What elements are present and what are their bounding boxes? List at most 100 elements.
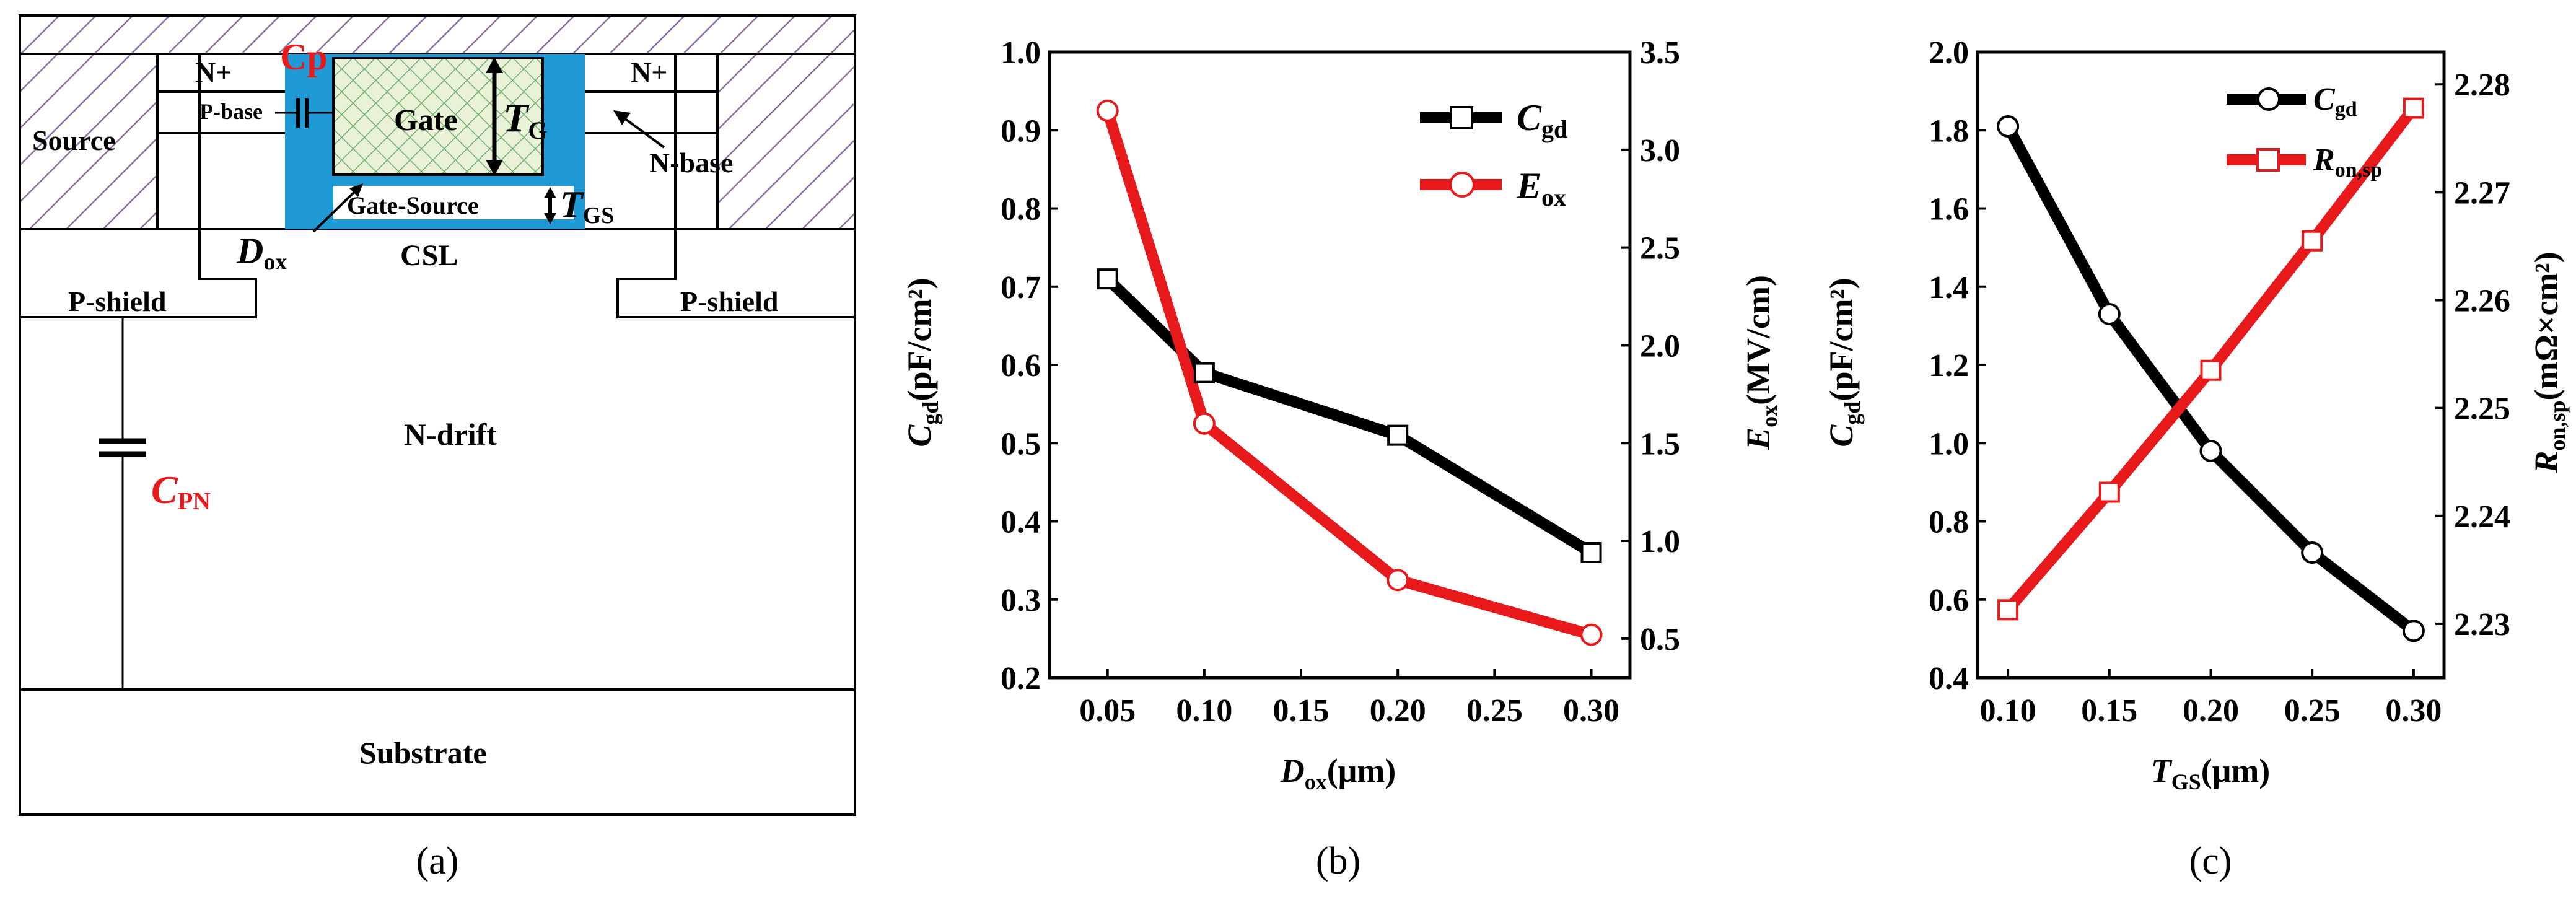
chart-c-point-cgd bbox=[2402, 620, 2425, 642]
chart-b-point-eox bbox=[1193, 412, 1216, 435]
chart-c-ylabel-right: Ron,sp(mΩ×cm²) bbox=[2528, 252, 2570, 473]
chart-b-legend-eox-marker bbox=[1449, 172, 1475, 198]
n-plus-right-label: N+ bbox=[631, 56, 667, 88]
chart-c-ytick-left-label: 1.0 bbox=[1929, 426, 1969, 462]
chart-c-xtick-label: 0.15 bbox=[2081, 693, 2137, 729]
n-plus-left-label: N+ bbox=[195, 56, 232, 88]
chart-c-ytick-right-label: 2.24 bbox=[2454, 499, 2510, 535]
chart-b-series-eox-line bbox=[1102, 109, 1593, 641]
chart-b-frame bbox=[1048, 50, 1632, 680]
chart-c-series-ronsp-line bbox=[2004, 105, 2419, 614]
tg-label: TG bbox=[503, 95, 547, 144]
tgs-label: TGS bbox=[560, 184, 614, 229]
chart-b-xtick-label: 0.30 bbox=[1563, 693, 1619, 729]
n-base-label: N-base bbox=[649, 147, 733, 178]
cp-label: Cp bbox=[280, 37, 328, 77]
gate-label: Gate bbox=[394, 102, 458, 137]
chart-b-ytick-left-label: 0.9 bbox=[1001, 113, 1041, 149]
chart-b-ytick-right-label: 3.0 bbox=[1640, 133, 1680, 169]
chart-c-ytick-right-label: 2.27 bbox=[2454, 175, 2510, 211]
chart-c-xtick-label: 0.30 bbox=[2385, 693, 2442, 729]
chart-b-series-cgd-line bbox=[1103, 274, 1595, 558]
chart-c-ylabel-left: Cgd(pF/cm²) bbox=[1823, 278, 1865, 447]
chart-c-ytick-left-label: 2.0 bbox=[1929, 35, 1969, 71]
chart-b-ytick-right-label: 1.0 bbox=[1640, 524, 1680, 559]
panel-label-a: (a) bbox=[416, 840, 459, 882]
panel-label-b: (b) bbox=[1316, 840, 1360, 882]
chart-c-ytick-left-label: 0.8 bbox=[1929, 505, 1969, 540]
chart-b-xtick-label: 0.15 bbox=[1273, 693, 1330, 729]
chart-b-legend-cgd-label: Cgd bbox=[1517, 97, 1567, 143]
chart-c-point-cgd bbox=[1997, 115, 2020, 138]
csl-label: CSL bbox=[400, 239, 458, 272]
chart-c-ytick-left-label: 1.6 bbox=[1929, 192, 1969, 227]
chart-c-xtick-label: 0.20 bbox=[2183, 693, 2239, 729]
chart-c-ytick-right-label: 2.23 bbox=[2454, 607, 2510, 642]
chart-c-xlabel: TGS(μm) bbox=[2151, 752, 2271, 794]
gate-source-region bbox=[333, 186, 574, 219]
chart-b-ytick-left-label: 0.7 bbox=[1001, 270, 1041, 305]
chart-b-legend-eox-label: Eox bbox=[1516, 165, 1566, 211]
chart-b-ytick-right-label: 1.5 bbox=[1640, 426, 1680, 462]
chart-c-ytick-left-label: 0.6 bbox=[1929, 583, 1969, 618]
device-cross-section: Source N+ N+ Cp P-base Gate TG N-base Ga… bbox=[19, 14, 856, 816]
chart-b-ytick-right-label: 2.0 bbox=[1640, 328, 1680, 364]
source-label: Source bbox=[32, 125, 116, 156]
gate-source-label: Gate-Source bbox=[347, 191, 479, 219]
chart-b-point-cgd bbox=[1193, 362, 1215, 383]
chart-b-point-cgd bbox=[1097, 268, 1118, 290]
chart-b-xtick-label: 0.05 bbox=[1079, 693, 1136, 729]
chart-b-ytick-right-label: 2.5 bbox=[1640, 231, 1680, 266]
cpn-label: CPN bbox=[151, 468, 211, 515]
chart-c: 0.4 0.6 0.8 1.0 1.2 1.4 1.6 1.8 2.0 2.23 2.24 2.25 2… bbox=[1823, 35, 2570, 794]
chart-b-ytick-left-label: 0.6 bbox=[1001, 348, 1041, 383]
p-shield-left-outline bbox=[20, 54, 257, 318]
chart-b-ytick-right-label: 3.5 bbox=[1640, 35, 1680, 71]
n-base-pointer bbox=[621, 115, 665, 149]
chart-c-legend-cgd-marker bbox=[2257, 87, 2280, 111]
chart-b-point-eox bbox=[1580, 623, 1603, 646]
top-metal bbox=[19, 14, 856, 55]
chart-c-ytick-right-label: 2.28 bbox=[2454, 68, 2510, 103]
p-shield-right-outline bbox=[616, 54, 855, 318]
chart-c-xtick-label: 0.25 bbox=[2284, 693, 2341, 729]
p-base-label: P-base bbox=[199, 99, 263, 124]
chart-b-ytick-left-label: 0.5 bbox=[1001, 426, 1041, 462]
chart-b-xtick-label: 0.10 bbox=[1176, 693, 1232, 729]
chart-b-xtick-label: 0.25 bbox=[1466, 693, 1523, 729]
chart-c-ytick-left-label: 1.8 bbox=[1929, 113, 1969, 149]
chart-b-ylabel-left: Cgd(pF/cm²) bbox=[901, 278, 943, 447]
chart-c-point-ronsp bbox=[2403, 97, 2424, 119]
chart-c-ytick-right-label: 2.26 bbox=[2454, 284, 2510, 319]
chart-c-ytick-left-label: 0.4 bbox=[1929, 661, 1969, 696]
chart-c-ytick-right-label: 2.25 bbox=[2454, 392, 2510, 427]
n-drift-label: N-drift bbox=[404, 417, 497, 452]
dox-label: Dox bbox=[236, 230, 287, 275]
chart-b-legend: Cgd Eox bbox=[1420, 97, 1567, 211]
source-contact-right bbox=[716, 53, 856, 230]
source-contact-left bbox=[19, 53, 159, 230]
chart-b-xtick-label: 0.20 bbox=[1370, 693, 1426, 729]
chart-c-legend-ronsp-label: Ron,sp bbox=[2313, 142, 2382, 182]
panel-label-c: (c) bbox=[2189, 840, 2232, 882]
chart-c-point-cgd bbox=[2301, 541, 2324, 564]
chart-c-point-ronsp bbox=[2200, 359, 2222, 381]
chart-b-xlabel: Dox(μm) bbox=[1280, 752, 1396, 794]
chart-c-point-ronsp bbox=[2302, 230, 2323, 252]
chart-b-ytick-left-label: 0.2 bbox=[1001, 661, 1041, 696]
chart-b-point-cgd bbox=[1387, 424, 1409, 446]
chart-c-point-cgd bbox=[2199, 439, 2222, 462]
chart-b-ytick-right-label: 0.5 bbox=[1640, 622, 1680, 657]
chart-b-point-cgd bbox=[1580, 542, 1602, 563]
chart-b-point-eox bbox=[1096, 99, 1119, 122]
chart-c-legend-cgd-label: Cgd bbox=[2313, 82, 2357, 121]
gate-electrode bbox=[332, 57, 544, 176]
chart-c-legend: Cgd Ron,sp bbox=[2227, 82, 2382, 182]
chart-c-point-ronsp bbox=[1997, 599, 2019, 621]
chart-c-point-cgd bbox=[2098, 302, 2121, 325]
chart-c-xtick-label: 0.10 bbox=[1980, 693, 2036, 729]
chart-b-legend-cgd-marker bbox=[1450, 106, 1473, 129]
chart-b-ytick-left-label: 0.3 bbox=[1001, 583, 1041, 618]
p-shield-left-label: P-shield bbox=[68, 286, 167, 317]
